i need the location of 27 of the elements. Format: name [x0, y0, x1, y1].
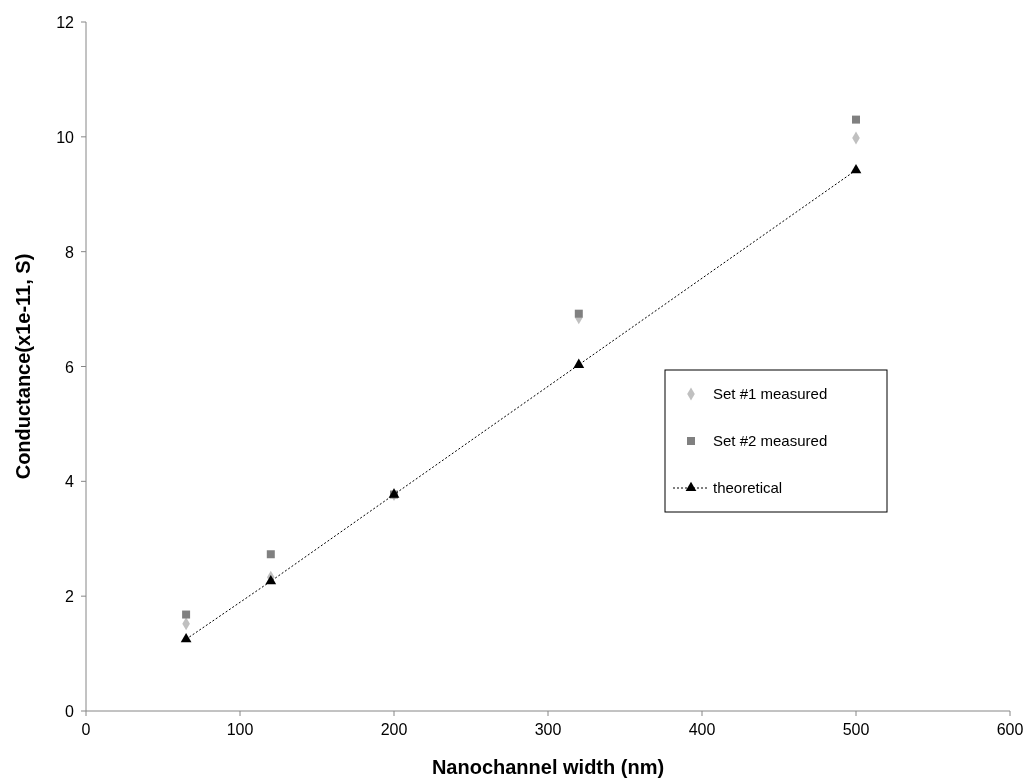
y-tick-label: 0	[65, 703, 75, 720]
y-tick-label: 4	[65, 473, 75, 491]
x-tick-label: 100	[226, 721, 254, 738]
x-tick-label: 0	[81, 721, 91, 738]
x-tick-label: 500	[842, 721, 870, 738]
x-axis-title: Nanochannel width (nm)	[431, 756, 665, 778]
x-tick-label: 300	[534, 721, 562, 738]
point	[265, 575, 277, 585]
point	[182, 610, 191, 619]
point	[850, 163, 862, 174]
x-tick-label: 400	[688, 721, 716, 738]
point	[180, 633, 192, 643]
y-axis-title: Conductance(x1e-11, S)	[12, 253, 34, 480]
point	[266, 550, 275, 559]
legend-label: Set #1 measured	[713, 385, 828, 402]
legend-label: theoretical	[713, 479, 783, 496]
y-tick-label: 2	[65, 588, 75, 606]
point	[852, 115, 860, 124]
legend-label: Set #2 measured	[713, 432, 828, 449]
point	[573, 358, 585, 368]
y-tick-label: 8	[65, 243, 75, 261]
y-tick-label: 12	[56, 14, 75, 31]
point	[574, 309, 583, 318]
y-tick-label: 10	[56, 128, 75, 146]
y-tick-label: 6	[65, 358, 75, 376]
x-tick-label: 200	[380, 721, 408, 738]
x-tick-label: 600	[996, 721, 1024, 738]
